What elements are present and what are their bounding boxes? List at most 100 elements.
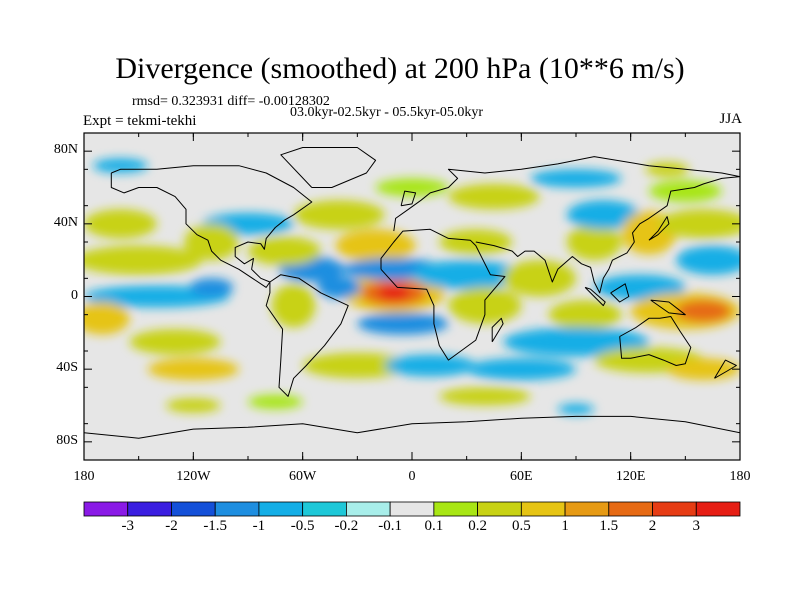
colorbar-swatch [127,501,172,517]
coastline [491,317,504,343]
lon-tick-label: 0 [408,469,416,484]
coastline [265,274,349,397]
colorbar-swatch [477,501,522,517]
field-blob [293,200,385,230]
colorbar-swatch [302,501,347,517]
coastline [380,228,506,361]
field-blob [84,209,157,239]
colorbar-label: 0.2 [468,518,487,534]
field-blob [503,327,649,357]
coastline [110,165,313,288]
coastline [393,156,740,232]
lat-tick-label: 40S [56,360,78,376]
field-blob [439,387,531,406]
lon-tick-label: 180 [73,469,95,484]
field-blob [645,162,689,177]
colorbar-label: -3 [121,518,134,534]
field-blob [384,354,476,377]
field-blob [594,274,686,301]
lat-tick-label: 0 [71,287,78,303]
colorbar-swatch [83,501,129,517]
period-subtitle: 03.0kyr-02.5kyr - 05.5kyr-05.0kyr [290,105,484,120]
lon-tick-label: 60W [289,469,317,484]
lat-tick-label: 40N [53,214,78,230]
coastline [84,415,740,439]
colorbar-label: -0.5 [290,518,315,534]
colorbar-label: 3 [692,518,701,534]
coastline [714,359,737,379]
field-blob [503,260,576,297]
field-blob [658,209,740,239]
season-label: JJA [719,111,742,127]
coastlines [84,147,740,439]
colorbar-swatch [389,501,435,517]
field-blob [530,169,622,188]
rmsd-diff-stats: rmsd= 0.323931 diff= -0.00128302 [132,94,330,109]
field-blob [317,276,361,299]
colorbar-swatch [564,501,610,517]
field-blob [248,394,303,410]
field-blob [412,260,522,290]
coastline [400,190,417,207]
coastline [650,299,686,316]
plot-title: Divergence (smoothed) at 200 hPa (10**6 … [115,52,685,85]
field-blob [676,245,740,275]
colorbar-label: -2 [165,518,178,534]
colorbar-label: -0.1 [378,518,402,534]
colorbar-label: 1 [561,518,569,534]
colorbar-swatch [695,501,741,517]
lon-tick-label: 120E [615,469,646,484]
field-blob [566,223,622,261]
field-blob [648,180,722,203]
field-blob [302,352,413,379]
field-blob [147,358,239,381]
field-blob [566,200,640,230]
field-blob [189,278,234,297]
colorbar [83,501,741,517]
colorbar-swatch [171,501,216,517]
coastline [280,147,377,188]
field-blob [357,312,449,335]
field-blob [439,229,513,255]
field-blob [466,358,576,381]
field-blob [548,300,622,330]
field-blob [377,285,411,301]
experiment-label: Expt = tekmi-tekhi [83,113,197,129]
field-blob [248,236,321,266]
field-blob [166,398,221,413]
field-blob [84,245,203,275]
field-blob [129,329,221,355]
field-blob [557,403,595,415]
colorbar-label: 0.5 [511,518,531,534]
colorbar-label: -1 [252,518,266,534]
colorbar-swatch [345,501,391,517]
colorbar-swatch [608,501,653,517]
lon-tick-label: 120W [176,469,211,484]
field-blob [84,301,130,335]
colorbar-label: -1.5 [203,518,228,534]
field-blob [335,229,416,262]
colorbar-label: -0.2 [334,518,359,534]
lat-tick-label: 80N [53,142,78,158]
field-blob [676,300,731,322]
colorbar-label: 0.1 [424,518,444,534]
field-blob [375,178,449,197]
colorbar-label: 1.5 [599,518,619,534]
field-shading [84,158,740,415]
lon-tick-label: 60E [510,469,533,484]
lat-tick-label: 80S [56,432,78,448]
coastline [619,316,692,366]
coastline [648,216,670,241]
field-blob [184,223,239,261]
colorbar-label: 2 [648,518,657,534]
field-blob [271,283,316,328]
colorbar-swatch [520,501,566,517]
field-blob [93,158,148,173]
colorbar-swatch [258,501,304,517]
coastline [584,286,606,307]
colorbar-swatch [652,501,697,517]
lon-tick-label: 180 [729,469,751,484]
field-blob [448,183,540,210]
coastline [475,176,740,294]
